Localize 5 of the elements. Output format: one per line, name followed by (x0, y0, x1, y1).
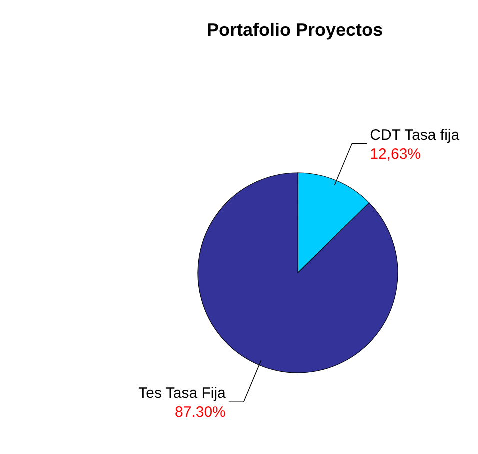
slice-label: Tes Tasa Fija (138, 385, 227, 402)
data-label: 12,63% (370, 146, 422, 163)
data-label: 87.30% (174, 404, 226, 422)
slice-label: CDT Tasa fija (370, 126, 460, 144)
chart-title: Portafolio Proyectos (206, 20, 384, 40)
